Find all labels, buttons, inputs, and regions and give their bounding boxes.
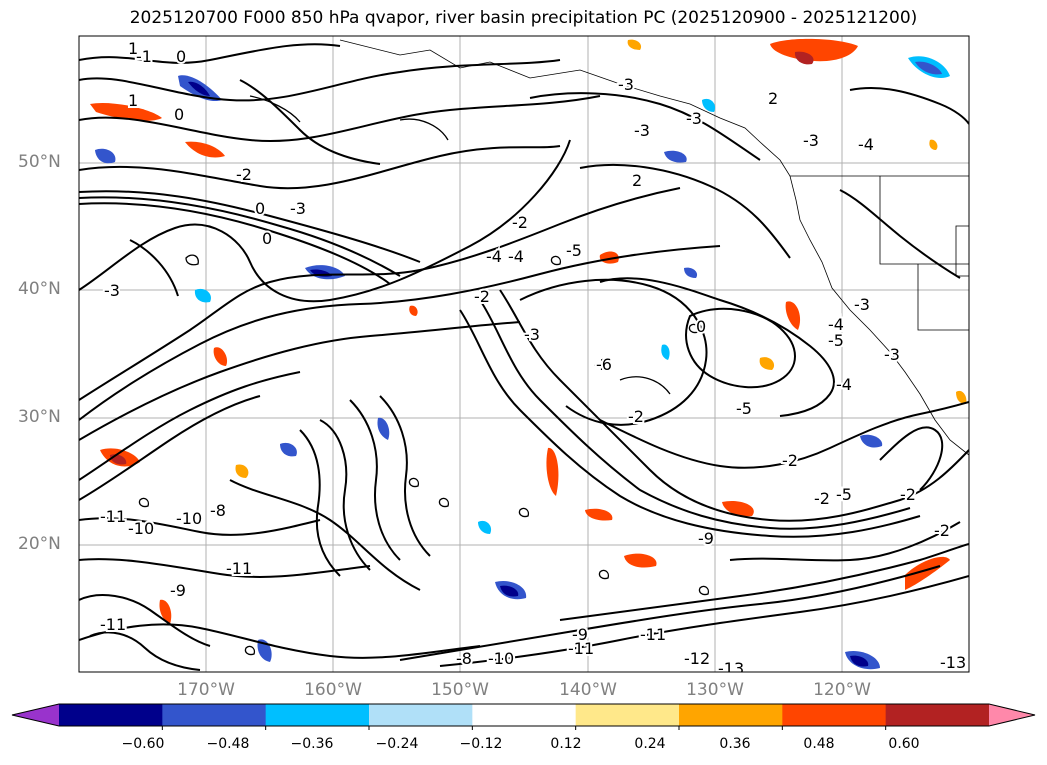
colorbar-tick-label: −0.12 [460,736,503,752]
contour-label: -3 [854,295,870,314]
colorbar-tick-label: 0.60 [888,736,919,752]
contour-label: -3 [290,199,306,218]
contour-label: -4 [508,247,524,266]
contour-label: -3 [634,121,650,140]
contour-label: 0 [255,199,265,218]
contour-label: -1 [136,47,152,66]
contour-label: -4 [858,135,874,154]
colorbar-segment [886,704,990,726]
contour-label: -3 [104,281,120,300]
contour-label: 2 [632,171,642,190]
contour-label: -13 [718,659,744,678]
colorbar-extend-right [989,704,1035,726]
colorbar-segment [782,704,886,726]
contour-label: -5 [736,399,752,418]
lon-label-130w: 130°W [686,680,744,700]
colorbar-segment [59,704,163,726]
contour-label: -11 [100,507,126,526]
contour-label: -3 [686,109,702,128]
lat-label-20n: 20°N [18,534,61,554]
colorbar-segment [162,704,266,726]
contour-label: 1 [128,91,138,110]
contour-label: -3 [803,131,819,150]
map-figure: 1 010-10-2-3-3-3-32-3 -420-2-4-2-4-2-5-3-4… [0,0,1047,765]
colorbar-tick-label: −0.48 [207,736,250,752]
colorbar-extend-left [12,704,59,726]
lon-label-120w: 120°W [813,680,871,700]
map-background [79,36,969,672]
contour-label: -3 [618,75,634,94]
contour-label: -3 [524,325,540,344]
contour-label: -9 [698,529,714,548]
colorbar-tick-label: 0.36 [719,736,750,752]
colorbar-tick-label: −0.36 [291,736,334,752]
contour-label: -9 [170,581,186,600]
contour-label: -4 [486,247,502,266]
contour-label: 0 [262,229,272,248]
contour-label: -3 [884,345,900,364]
contour-label: -12 [684,649,710,668]
lon-label-170w: 170°W [177,680,235,700]
lon-label-160w: 160°W [304,680,362,700]
contour-label: -10 [176,509,202,528]
lat-label-30n: 30°N [18,407,61,427]
contour-label: -11 [100,615,126,634]
contour-label: -11 [568,639,594,658]
contour-label: 0 [176,47,186,66]
contour-label: -2 [900,485,916,504]
contour-label: 0 [174,105,184,124]
contour-label: -11 [226,559,252,578]
contour-label: -2 [474,287,490,306]
colorbar-segment [266,704,370,726]
contour-label: -2 [236,165,252,184]
contour-label: 2 [768,89,778,108]
contour-label: -6 [596,355,612,374]
lat-label-50n: 50°N [18,152,61,172]
colorbar-segment [472,704,576,726]
colorbar-segment [576,704,680,726]
colorbar-tick-label: −0.24 [376,736,419,752]
contour-label: -4 [836,375,852,394]
contour-label: -5 [566,241,582,260]
contour-label: -10 [128,519,154,538]
colorbar-tick-label: 0.12 [550,736,581,752]
contour-label: -10 [488,649,514,668]
lat-label-40n: 40°N [18,279,61,299]
contour-label: -2 [782,451,798,470]
lon-label-140w: 140°W [559,680,617,700]
contour-label: -5 [828,331,844,350]
colorbar [12,704,1035,730]
colorbar-segment [369,704,473,726]
lon-label-150w: 150°W [431,680,489,700]
contour-label: -13 [940,653,966,672]
contour-label: -5 [836,485,852,504]
contour-label: -2 [628,407,644,426]
contour-label: -8 [456,649,472,668]
colorbar-tick-label: 0.48 [803,736,834,752]
colorbar-tick-label: 0.24 [634,736,665,752]
contour-label: 0 [696,317,706,336]
contour-label: -8 [210,501,226,520]
contour-label: -2 [934,521,950,540]
colorbar-segment [679,704,783,726]
contour-label: -2 [814,489,830,508]
colorbar-tick-label: −0.60 [122,736,165,752]
contour-label: -11 [640,625,666,644]
contour-label: -2 [512,213,528,232]
